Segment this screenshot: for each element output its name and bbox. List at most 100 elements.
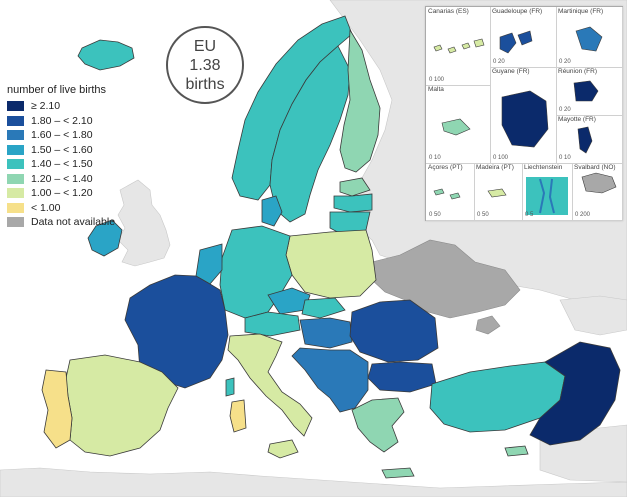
inset-fill	[575, 26, 603, 52]
inset-shape	[487, 188, 507, 198]
inset-name: Mayotte (FR)	[558, 116, 596, 123]
eu-average-badge: EU 1.38 births	[166, 26, 244, 104]
france	[124, 274, 229, 389]
benelux	[195, 243, 223, 285]
inset-shape	[577, 126, 593, 154]
legend-row: 1.40 – < 1.50	[7, 157, 152, 172]
legend-row-no-data: Data not available	[7, 215, 152, 230]
hungary	[299, 317, 353, 349]
cyprus	[504, 445, 529, 457]
inset-map: Malta 0 10	[426, 85, 491, 164]
ireland	[87, 219, 123, 257]
inset-scale-bar: 0 10	[559, 155, 571, 161]
iceland	[77, 39, 135, 71]
inset-shape	[573, 80, 599, 102]
inset-name: Guyane (FR)	[492, 68, 530, 75]
legend-swatch	[7, 173, 24, 184]
inset-detail	[539, 178, 555, 214]
inset-map: Guyane (FR) 0 100	[490, 67, 557, 164]
italy	[227, 333, 313, 437]
legend-swatch	[7, 188, 24, 199]
inset-scale-bar: 0 50	[477, 212, 489, 218]
inset-scale-bar: 0 10	[429, 155, 441, 161]
caucasus-land	[559, 295, 627, 336]
badge-value: 1.38	[189, 56, 221, 74]
inset-panel: Canarias (ES) 0 100 Guadeloupe (FR) 0 20 Mar…	[425, 6, 623, 221]
legend-swatch-no-data	[7, 217, 24, 228]
inset-shape	[581, 172, 617, 194]
no-data-crimea	[475, 315, 501, 335]
western-balkans	[291, 347, 369, 413]
inset-map: Açores (PT) 0 50	[426, 163, 475, 221]
austria	[244, 311, 301, 337]
inset-scale-bar: 0 50	[429, 212, 441, 218]
legend-swatch	[7, 159, 24, 170]
portugal	[41, 369, 73, 449]
corsica	[225, 377, 235, 397]
inset-map: Canarias (ES) 0 100	[426, 7, 491, 86]
inset-fill	[433, 188, 461, 200]
legend-label: 1.80 – < 2.10	[31, 114, 93, 127]
legend-swatch	[7, 202, 24, 213]
inset-shape	[433, 188, 461, 200]
greece	[351, 397, 405, 453]
badge-region: EU	[193, 37, 217, 55]
inset-map: Réunion (FR) 0 20	[556, 67, 623, 116]
legend-swatch	[7, 130, 24, 141]
inset-name: Madeira (PT)	[476, 164, 514, 171]
inset-scale-bar: 0 20	[559, 59, 571, 65]
denmark	[261, 195, 283, 227]
inset-name: Réunion (FR)	[558, 68, 598, 75]
north-africa-land	[0, 467, 627, 497]
inset-fill	[487, 188, 507, 198]
badge-unit: births	[185, 75, 225, 93]
inset-name: Martinique (FR)	[558, 8, 604, 15]
legend-title: number of live births	[7, 84, 107, 96]
sicily	[267, 439, 299, 459]
inset-shape	[575, 26, 603, 52]
legend-swatch	[7, 144, 24, 155]
sardinia	[229, 399, 247, 433]
inset-fill	[573, 80, 599, 102]
inset-map: Martinique (FR) 0 20	[556, 7, 623, 68]
legend-label: 1.20 – < 1.40	[31, 172, 93, 185]
legend-label-no-data: Data not available	[31, 216, 116, 229]
no-data-region-east	[371, 239, 521, 319]
inset-shape	[501, 90, 549, 148]
legend-row: < 1.00	[7, 201, 152, 216]
inset-fill	[433, 38, 485, 54]
inset-name: Açores (PT)	[428, 164, 463, 171]
inset-name: Svalbard (NO)	[574, 164, 616, 171]
inset-fill	[499, 30, 533, 54]
slovakia	[301, 297, 346, 319]
bulgaria	[367, 361, 437, 393]
legend-row: 1.00 – < 1.20	[7, 186, 152, 201]
inset-name: Canarias (ES)	[428, 8, 469, 15]
inset-map: Madeira (PT) 0 50	[474, 163, 523, 221]
legend-row: 1.80 – < 2.10	[7, 114, 152, 129]
inset-scale-bar: 0 20	[559, 107, 571, 113]
inset-fill	[581, 172, 617, 194]
inset-map: Mayotte (FR) 0 10	[556, 115, 623, 164]
inset-map: Svalbard (NO) 0 200	[572, 163, 623, 221]
latvia	[333, 193, 373, 213]
great-britain-land	[117, 179, 171, 267]
inset-shape	[499, 30, 533, 54]
inset-fill	[526, 177, 568, 215]
inset-name: Liechtenstein	[524, 164, 563, 171]
legend-classes: ≥ 2.10 1.80 – < 2.10 1.60 – < 1.80 1.50 – <…	[7, 99, 152, 215]
inset-name: Guadeloupe (FR)	[492, 8, 543, 15]
turkiye-east	[529, 341, 621, 446]
inset-name: Malta	[428, 86, 444, 93]
inset-scale-bar: 0 100	[429, 77, 445, 83]
legend-label: < 1.00	[31, 201, 61, 214]
legend-label: 1.00 – < 1.20	[31, 187, 93, 200]
inset-map: Guadeloupe (FR) 0 20	[490, 7, 557, 68]
crete	[381, 467, 415, 479]
legend-row: 1.50 – < 1.60	[7, 143, 152, 158]
inset-shape	[441, 118, 471, 136]
inset-scale-bar: 0 5	[525, 212, 534, 218]
legend: number of live births ≥ 2.10 1.80 – < 2.1…	[7, 84, 152, 230]
inset-shape	[433, 38, 485, 54]
